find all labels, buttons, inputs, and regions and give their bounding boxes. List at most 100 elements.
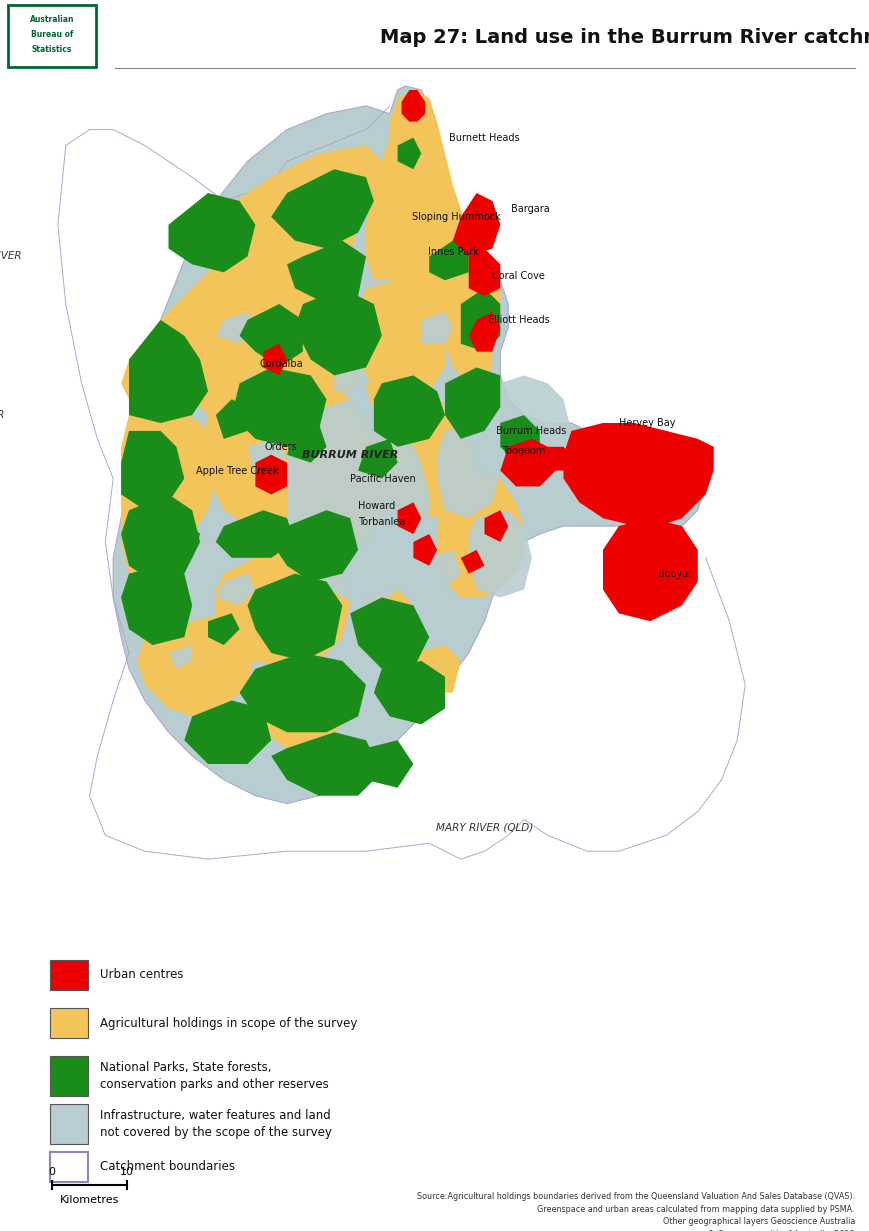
Text: Catchment boundaries: Catchment boundaries <box>100 1161 235 1173</box>
Polygon shape <box>563 423 713 526</box>
Polygon shape <box>436 423 500 518</box>
Polygon shape <box>453 193 500 256</box>
Polygon shape <box>247 574 342 661</box>
Polygon shape <box>397 502 421 534</box>
Polygon shape <box>484 510 507 542</box>
Polygon shape <box>208 613 239 645</box>
Polygon shape <box>602 518 697 622</box>
Text: Pacific Haven: Pacific Haven <box>350 474 415 484</box>
Text: Cordalba: Cordalba <box>259 358 302 368</box>
Text: Bargara: Bargara <box>510 204 548 214</box>
Polygon shape <box>287 581 318 613</box>
Polygon shape <box>389 661 421 693</box>
Text: KOLAN RIVER: KOLAN RIVER <box>0 251 22 261</box>
Polygon shape <box>136 613 255 716</box>
Text: Hervey Bay: Hervey Bay <box>618 419 674 428</box>
Polygon shape <box>287 399 428 606</box>
Bar <box>50 1008 88 1038</box>
Text: Agricultural holdings in scope of the survey: Agricultural holdings in scope of the su… <box>100 1017 357 1029</box>
Polygon shape <box>216 510 295 558</box>
Polygon shape <box>200 383 389 566</box>
Polygon shape <box>350 613 381 652</box>
Polygon shape <box>421 550 461 590</box>
Polygon shape <box>461 550 484 574</box>
Polygon shape <box>287 423 326 463</box>
Polygon shape <box>358 281 444 407</box>
Polygon shape <box>121 233 350 415</box>
Polygon shape <box>255 454 287 495</box>
Polygon shape <box>350 597 428 668</box>
Polygon shape <box>461 288 500 352</box>
Text: Burrum Heads: Burrum Heads <box>496 426 566 436</box>
Polygon shape <box>500 375 571 470</box>
Polygon shape <box>121 407 216 581</box>
Bar <box>50 1152 88 1182</box>
Polygon shape <box>216 550 350 668</box>
Polygon shape <box>468 510 531 597</box>
Polygon shape <box>216 311 255 343</box>
Text: MARY RIVER (QLD): MARY RIVER (QLD) <box>435 822 533 832</box>
Text: Statistics: Statistics <box>32 46 72 54</box>
Polygon shape <box>295 288 381 375</box>
Text: Torbanlea: Torbanlea <box>358 517 405 527</box>
Polygon shape <box>444 368 500 438</box>
Text: BURRUM RIVER: BURRUM RIVER <box>302 449 398 459</box>
Polygon shape <box>358 438 397 479</box>
Polygon shape <box>397 138 421 169</box>
Polygon shape <box>121 566 192 645</box>
Polygon shape <box>436 470 523 597</box>
Polygon shape <box>121 431 184 510</box>
Polygon shape <box>239 304 302 368</box>
Polygon shape <box>271 169 374 249</box>
Polygon shape <box>239 288 366 399</box>
Text: Elliott Heads: Elliott Heads <box>488 315 549 325</box>
Polygon shape <box>255 661 350 748</box>
Polygon shape <box>216 574 255 606</box>
Polygon shape <box>405 645 461 693</box>
Polygon shape <box>169 645 192 668</box>
Polygon shape <box>468 249 500 297</box>
Polygon shape <box>263 343 287 375</box>
Text: Toogoom: Toogoom <box>501 446 545 455</box>
Polygon shape <box>366 90 500 383</box>
Polygon shape <box>239 652 366 732</box>
Polygon shape <box>334 359 366 391</box>
Text: 10: 10 <box>120 1167 134 1177</box>
Polygon shape <box>113 86 713 804</box>
Text: Source:Agricultural holdings boundaries derived from the Queensland Valuation An: Source:Agricultural holdings boundaries … <box>416 1192 854 1231</box>
Polygon shape <box>161 518 200 558</box>
Text: Sloping Hummock: Sloping Hummock <box>411 212 500 222</box>
Polygon shape <box>231 368 326 447</box>
Polygon shape <box>287 240 366 304</box>
Polygon shape <box>169 193 255 272</box>
Text: BURNETT RIVER: BURNETT RIVER <box>0 410 5 420</box>
Polygon shape <box>374 407 476 518</box>
Bar <box>8 5 96 66</box>
Polygon shape <box>121 495 200 581</box>
Polygon shape <box>397 281 428 311</box>
Polygon shape <box>366 375 444 438</box>
Polygon shape <box>374 375 444 447</box>
Text: Apple Tree Creek: Apple Tree Creek <box>196 465 278 475</box>
Text: Burnett Heads: Burnett Heads <box>448 133 519 143</box>
Bar <box>50 1056 88 1096</box>
Polygon shape <box>208 233 358 383</box>
Polygon shape <box>492 311 507 336</box>
Polygon shape <box>500 438 555 486</box>
Polygon shape <box>271 732 381 795</box>
Text: Coral Cove: Coral Cove <box>492 271 545 282</box>
Polygon shape <box>468 311 500 352</box>
Polygon shape <box>500 415 539 463</box>
Polygon shape <box>413 534 436 566</box>
Polygon shape <box>468 265 492 297</box>
Polygon shape <box>247 438 287 479</box>
Text: National Parks, State forests,
conservation parks and other reserves: National Parks, State forests, conservat… <box>100 1061 328 1091</box>
Text: Bureau of: Bureau of <box>30 30 73 39</box>
Text: Australian: Australian <box>30 15 74 23</box>
Polygon shape <box>129 320 208 423</box>
Bar <box>50 1104 88 1144</box>
Text: Kilometres: Kilometres <box>60 1195 119 1205</box>
Text: Urban centres: Urban centres <box>100 969 183 981</box>
Polygon shape <box>531 447 571 470</box>
Polygon shape <box>366 590 413 652</box>
